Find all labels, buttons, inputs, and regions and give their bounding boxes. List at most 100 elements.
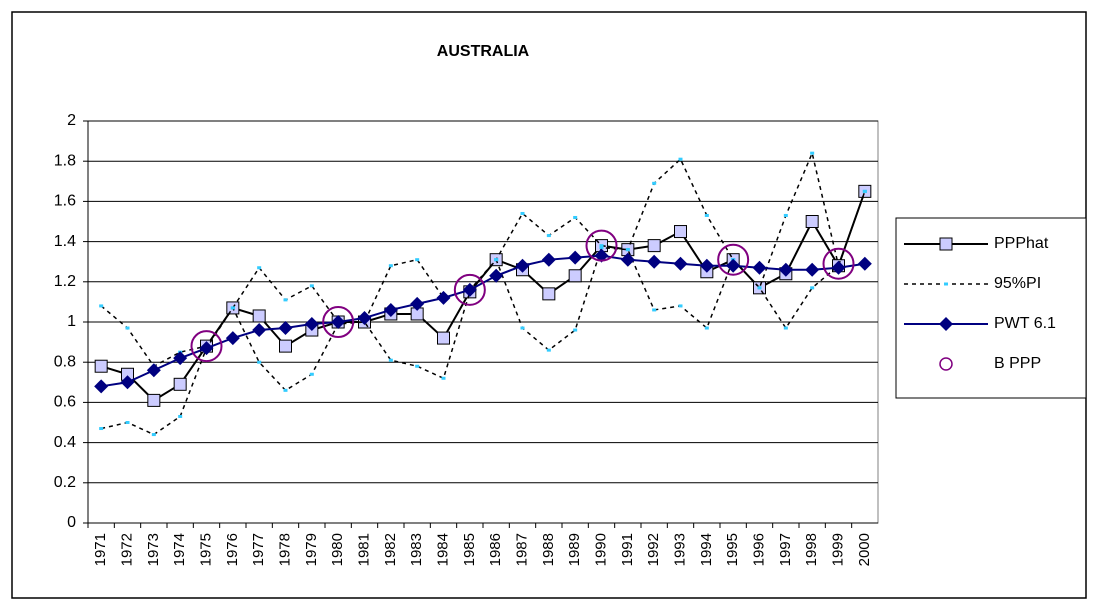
x-tick-label: 1985	[461, 533, 478, 566]
marker	[520, 326, 525, 330]
y-tick-label: 0.8	[54, 353, 76, 370]
marker	[674, 225, 687, 239]
marker	[489, 268, 504, 283]
marker	[309, 372, 314, 376]
marker	[462, 282, 477, 297]
x-tick-label: 1990	[592, 533, 609, 566]
y-tick-label: 0.6	[54, 394, 76, 411]
marker	[573, 328, 578, 332]
marker	[652, 308, 657, 312]
x-tick-label: 2000	[856, 533, 873, 566]
x-tick-label: 1978	[276, 533, 293, 566]
marker	[520, 211, 525, 215]
marker	[541, 252, 556, 267]
marker	[252, 323, 267, 338]
marker	[410, 296, 425, 311]
y-tick-label: 1	[67, 313, 76, 330]
marker	[436, 290, 451, 305]
marker	[278, 321, 293, 336]
y-tick-label: 1.6	[54, 193, 76, 210]
marker	[257, 360, 262, 364]
x-tick-label: 1994	[698, 533, 715, 566]
y-tick-label: 0.4	[54, 434, 76, 451]
marker	[673, 256, 688, 271]
marker	[99, 304, 104, 308]
marker	[357, 310, 372, 325]
x-tick-label: 1982	[382, 533, 399, 566]
marker	[546, 234, 551, 238]
marker	[717, 243, 750, 276]
marker	[573, 215, 578, 219]
marker	[515, 258, 530, 273]
marker	[752, 260, 767, 275]
marker	[257, 266, 262, 270]
marker	[199, 341, 214, 356]
marker	[178, 414, 183, 418]
x-tick-label: 1989	[566, 533, 583, 566]
marker	[146, 363, 161, 378]
x-tick-label: 1975	[197, 533, 214, 566]
marker	[388, 358, 393, 362]
marker	[190, 330, 223, 363]
legend-box	[895, 217, 1087, 399]
x-tick-label: 1987	[513, 533, 530, 566]
marker	[230, 306, 235, 310]
marker	[331, 315, 346, 329]
marker	[822, 247, 855, 280]
marker	[568, 250, 583, 265]
marker	[322, 306, 355, 338]
marker	[94, 359, 108, 373]
marker	[415, 258, 420, 262]
legend-marker	[939, 317, 953, 331]
marker	[620, 252, 635, 267]
x-tick-label: 1991	[619, 533, 636, 566]
legend-label: B PPP	[994, 355, 1041, 372]
x-tick-label: 1999	[829, 533, 846, 566]
x-tick-label: 1976	[224, 533, 241, 566]
marker	[810, 151, 815, 155]
marker	[546, 348, 551, 352]
marker	[647, 239, 661, 253]
x-tick-label: 1980	[329, 533, 346, 566]
x-tick-label: 1997	[777, 533, 794, 566]
marker	[147, 393, 161, 407]
marker	[652, 181, 657, 185]
marker	[857, 256, 872, 271]
marker	[647, 254, 662, 269]
marker	[625, 248, 630, 252]
marker	[778, 262, 793, 277]
marker	[125, 326, 130, 330]
marker	[805, 262, 820, 277]
marker	[283, 298, 288, 302]
marker	[704, 326, 709, 330]
x-tick-label: 1998	[803, 533, 820, 566]
y-tick-label: 1.2	[54, 273, 76, 290]
marker	[173, 377, 187, 391]
x-tick-label: 1988	[540, 533, 557, 566]
legend-label: 95%PI	[994, 275, 1041, 292]
legend-marker	[944, 282, 948, 286]
marker	[120, 375, 135, 390]
marker	[415, 364, 420, 368]
marker	[757, 286, 762, 290]
marker	[309, 284, 314, 288]
y-tick-label: 2	[67, 112, 76, 129]
x-tick-label: 1986	[487, 533, 504, 566]
marker	[494, 258, 499, 262]
marker	[383, 302, 398, 317]
marker	[599, 244, 604, 248]
marker	[441, 376, 446, 380]
x-tick-label: 1981	[355, 533, 372, 566]
marker	[99, 427, 104, 431]
marker	[862, 189, 867, 193]
x-tick-label: 1972	[118, 533, 135, 566]
marker	[568, 269, 582, 283]
marker	[805, 215, 819, 228]
marker	[225, 331, 240, 346]
marker	[599, 246, 604, 250]
x-tick-label: 1984	[434, 533, 451, 566]
marker	[783, 213, 788, 217]
x-tick-label: 1979	[303, 533, 320, 566]
